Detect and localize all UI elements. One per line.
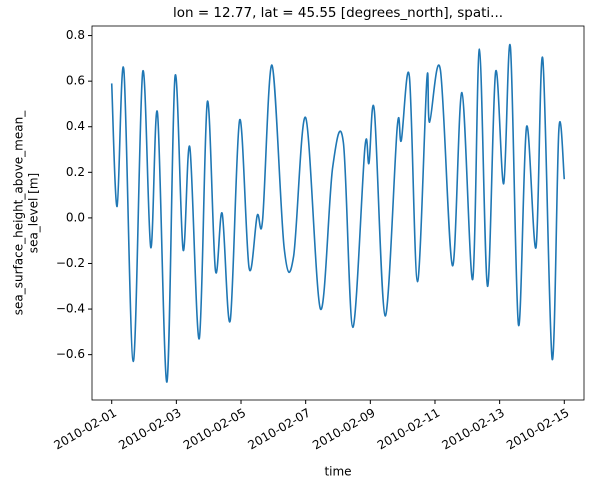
data-line [110, 43, 566, 383]
x-tick-label: 2010-02-11 [375, 406, 442, 453]
y-tick-label: −0.2 [56, 256, 85, 270]
y-tick-label: 0.4 [66, 119, 85, 133]
chart-title: lon = 12.77, lat = 45.55 [degrees_north]… [173, 5, 503, 21]
y-axis-label: sea_surface_height_above_mean_ sea_level… [12, 110, 41, 315]
y-tick-label: −0.6 [56, 347, 85, 361]
x-tick-label: 2010-02-15 [504, 406, 571, 453]
y-tick-label: 0.2 [66, 165, 85, 179]
x-tick-label: 2010-02-01 [52, 406, 119, 453]
y-tick-label: 0.6 [66, 74, 85, 88]
x-tick-label: 2010-02-03 [116, 406, 183, 453]
x-tick-label: 2010-02-07 [246, 406, 313, 453]
x-tick-label: 2010-02-09 [310, 406, 377, 453]
y-tick-label: 0.8 [66, 28, 85, 42]
x-axis-label: time [324, 465, 351, 479]
x-tick-label: 2010-02-05 [181, 406, 248, 453]
y-axis-label-line: sea_level [m] [27, 173, 41, 253]
y-axis-label-line: sea_surface_height_above_mean_ [12, 110, 26, 315]
x-tick-label: 2010-02-13 [439, 406, 506, 453]
plot-frame [91, 25, 585, 401]
y-tick-label: 0.0 [66, 210, 85, 224]
y-tick-label: −0.4 [56, 302, 85, 316]
